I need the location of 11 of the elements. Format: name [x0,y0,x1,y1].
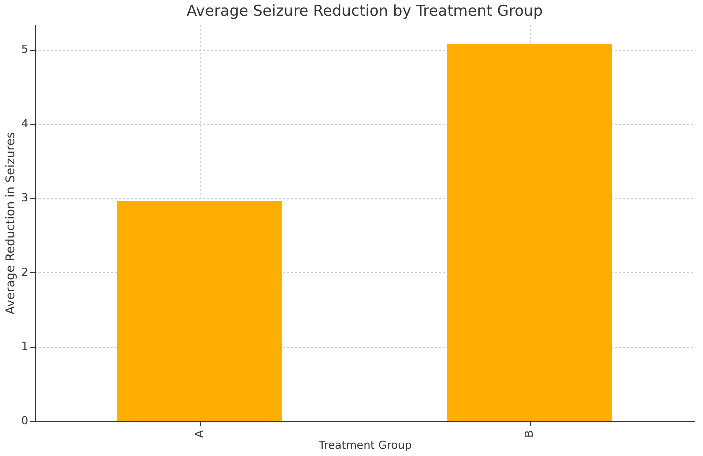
x-tick-label: B [523,430,536,438]
x-axis-title: Treatment Group [318,439,412,452]
x-tick-label: A [193,430,206,438]
y-tick-label: 3 [22,192,28,205]
y-tick-label: 2 [22,266,28,279]
y-tick-label: 1 [22,340,28,354]
y-tick-label: 0 [22,414,28,428]
chart-title: Average Seizure Reduction by Treatment Group [186,2,544,20]
y-tick-label: 5 [22,43,28,56]
y-axis-title: Average Reduction in Seizures [4,132,18,315]
y-tick-label: 4 [22,117,28,130]
